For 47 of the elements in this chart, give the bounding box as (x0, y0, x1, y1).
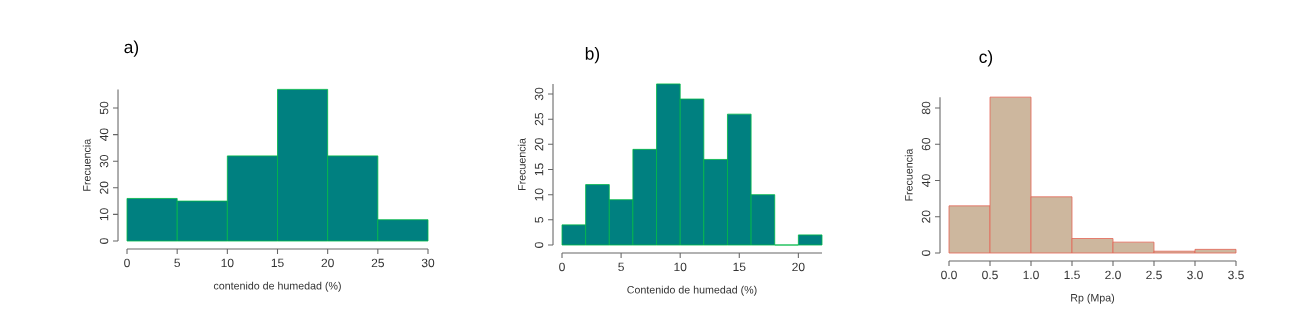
x-tick-label: 25 (371, 258, 384, 268)
x-tick-label: 0 (124, 258, 130, 268)
y-tick-label: 30 (534, 87, 544, 101)
x-axis-title: Rp (Mpa) (1071, 293, 1115, 304)
y-tick-label: 5 (534, 217, 544, 223)
x-tick-label: 20 (321, 258, 334, 268)
y-tick-label: 30 (99, 154, 109, 168)
x-tick-label: 3.0 (1187, 270, 1203, 280)
y-tick-label: 60 (921, 138, 931, 151)
y-tick-label: 50 (99, 101, 109, 115)
y-tick-label: 20 (99, 181, 109, 194)
y-tick-label: 10 (534, 188, 544, 201)
x-tick-label: 5 (618, 262, 624, 272)
chart-title: a) (124, 40, 139, 57)
x-tick-label: 10 (221, 258, 234, 268)
chart-title: b) (585, 47, 600, 64)
x-axis-title: contenido de humedad (%) (213, 281, 341, 292)
x-tick-label: 2.0 (1105, 270, 1121, 280)
x-tick-label: 10 (674, 262, 687, 272)
y-tick-label: 20 (534, 138, 544, 151)
x-tick-label: 15 (271, 258, 284, 268)
y-axis-title: Frecuencia (82, 138, 91, 191)
y-tick-label: 0 (99, 238, 109, 244)
y-axis-title: Frecuencia (517, 138, 526, 190)
y-tick-label: 40 (921, 174, 931, 187)
y-tick-label: 0 (921, 250, 931, 256)
x-tick-label: 0.0 (941, 270, 957, 280)
x-tick-label: 1.5 (1064, 270, 1080, 280)
y-tick-label: 40 (99, 128, 109, 141)
y-tick-label: 20 (921, 210, 931, 223)
x-tick-label: 30 (421, 258, 435, 268)
y-tick-label: 0 (534, 242, 544, 248)
y-tick-label: 80 (921, 101, 931, 115)
x-tick-label: 5 (174, 258, 181, 268)
x-tick-label: 3.5 (1228, 270, 1244, 280)
y-axis-title: Frecuencia (904, 148, 913, 201)
x-tick-label: 0 (559, 262, 565, 272)
x-tick-label: 2.5 (1146, 270, 1162, 280)
y-tick-label: 25 (534, 113, 544, 126)
x-tick-label: 20 (792, 262, 805, 272)
y-tick-label: 10 (99, 208, 109, 221)
x-tick-label: 15 (733, 262, 746, 272)
x-tick-label: 0.5 (982, 270, 998, 280)
x-tick-label: 1.0 (1023, 270, 1039, 280)
x-axis-title: Contenido de humedad (%) (627, 285, 757, 296)
chart-title: c) (979, 50, 993, 67)
y-tick-label: 15 (534, 163, 544, 176)
